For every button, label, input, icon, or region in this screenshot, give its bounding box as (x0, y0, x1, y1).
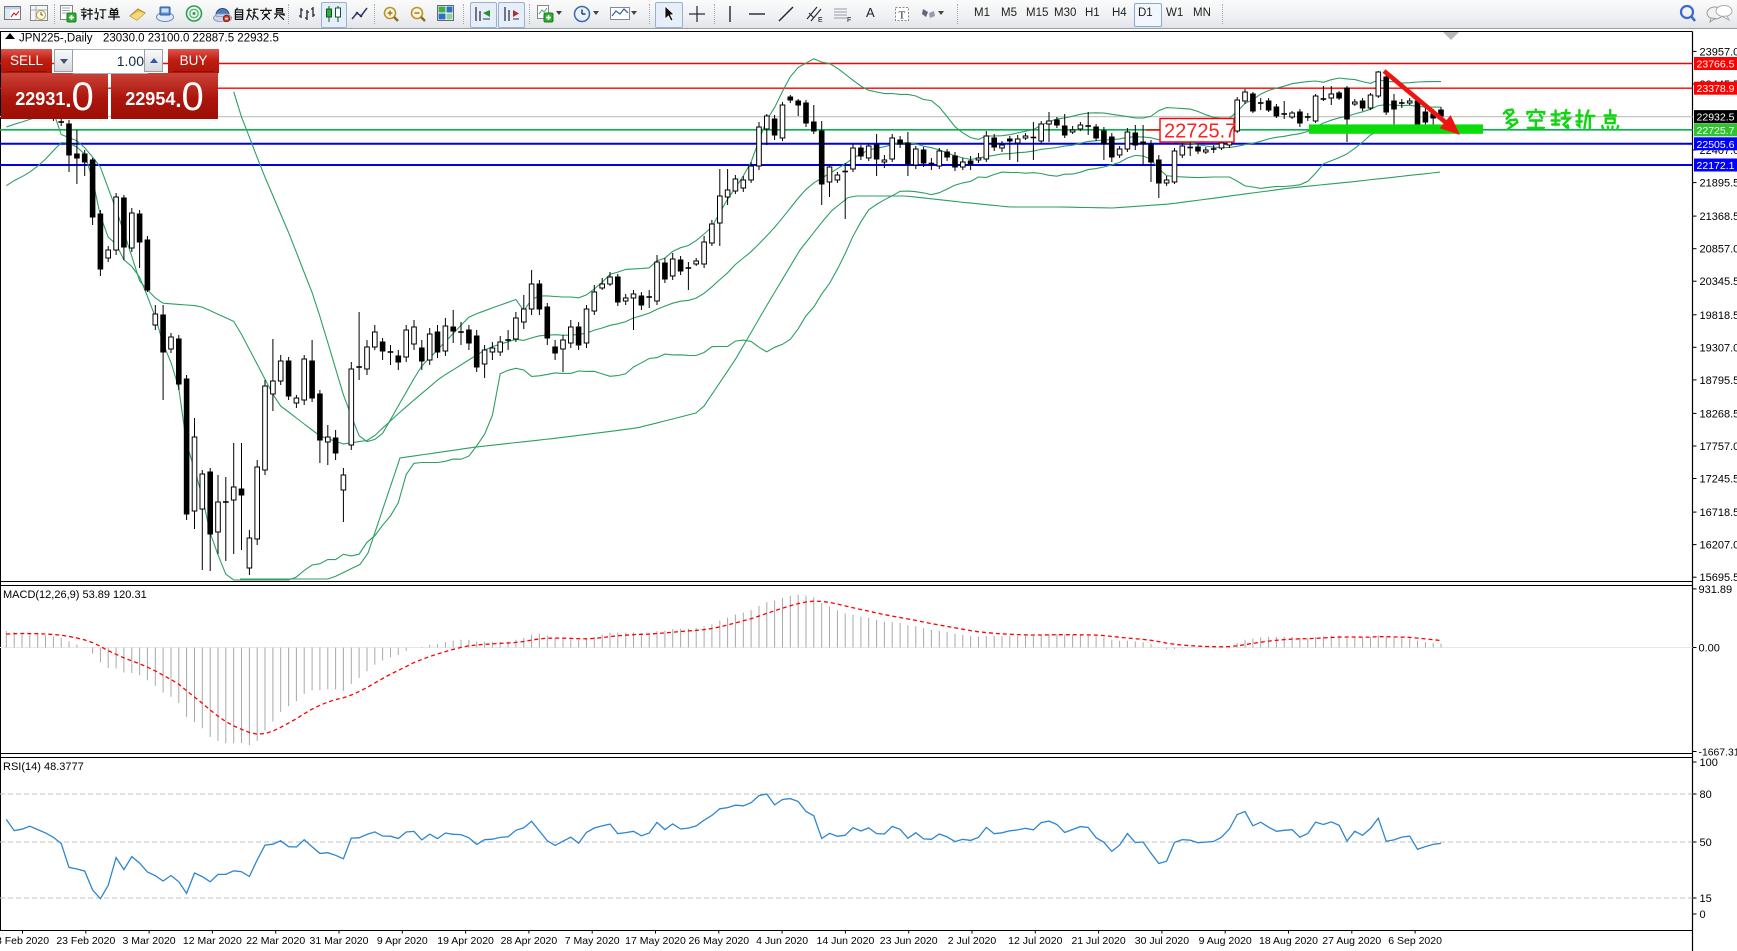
svg-text:17757.0: 17757.0 (1700, 441, 1737, 453)
svg-text:15: 15 (1700, 893, 1712, 905)
svg-text:20345.5: 20345.5 (1700, 276, 1737, 288)
svg-text:100: 100 (1700, 757, 1718, 769)
svg-text:E: E (818, 17, 823, 23)
svg-text:JPN225-,Daily: JPN225-,Daily (19, 33, 93, 45)
svg-text:16718.5: 16718.5 (1700, 507, 1737, 519)
svg-text:T: T (899, 10, 906, 22)
svg-text:14 Jun 2020: 14 Jun 2020 (816, 935, 874, 947)
svg-text:15695.5: 15695.5 (1700, 572, 1737, 584)
svg-text:30 Jul 2020: 30 Jul 2020 (1135, 935, 1189, 947)
svg-text:23 Jun 2020: 23 Jun 2020 (880, 935, 938, 947)
svg-text:23957.0: 23957.0 (1700, 46, 1737, 58)
svg-text:22725.7: 22725.7 (1164, 121, 1236, 143)
svg-text:12 Mar 2020: 12 Mar 2020 (183, 935, 242, 947)
svg-text:0: 0 (1700, 909, 1706, 921)
svg-text:26 May 2020: 26 May 2020 (688, 935, 749, 947)
svg-text:22172.1: 22172.1 (1697, 160, 1735, 172)
svg-text:22505.6: 22505.6 (1697, 139, 1735, 151)
svg-text:931.89: 931.89 (1699, 584, 1733, 596)
svg-text:3 Mar 2020: 3 Mar 2020 (123, 935, 176, 947)
svg-text:18 Aug 2020: 18 Aug 2020 (1259, 935, 1318, 947)
svg-text:12 Jul 2020: 12 Jul 2020 (1008, 935, 1062, 947)
svg-text:0.00: 0.00 (1699, 643, 1720, 655)
svg-text:RSI(14) 48.3777: RSI(14) 48.3777 (3, 761, 84, 773)
svg-text:27 Aug 2020: 27 Aug 2020 (1322, 935, 1381, 947)
svg-text:6 Sep 2020: 6 Sep 2020 (1388, 935, 1442, 947)
svg-text:20857.0: 20857.0 (1700, 244, 1737, 256)
svg-text:19307.0: 19307.0 (1700, 342, 1737, 354)
svg-text:19818.5: 19818.5 (1700, 310, 1737, 322)
svg-text:80: 80 (1700, 789, 1712, 801)
svg-text:50: 50 (1700, 837, 1712, 849)
svg-text:22725.7: 22725.7 (1697, 125, 1735, 137)
svg-text:18795.5: 18795.5 (1700, 375, 1737, 387)
svg-text:17245.5: 17245.5 (1700, 474, 1737, 486)
svg-text:16207.0: 16207.0 (1700, 540, 1737, 552)
svg-text:4 Jun 2020: 4 Jun 2020 (756, 935, 808, 947)
svg-text:28 Apr 2020: 28 Apr 2020 (501, 935, 558, 947)
svg-text:19 Apr 2020: 19 Apr 2020 (437, 935, 494, 947)
svg-text:23 Feb 2020: 23 Feb 2020 (56, 935, 115, 947)
svg-text:23766.5: 23766.5 (1697, 59, 1735, 71)
svg-text:-1667.31: -1667.31 (1699, 748, 1737, 759)
svg-text:MACD(12,26,9) 53.89 120.31: MACD(12,26,9) 53.89 120.31 (3, 589, 147, 601)
svg-text:21 Jul 2020: 21 Jul 2020 (1071, 935, 1125, 947)
svg-text:F: F (847, 17, 851, 23)
svg-text:9 Aug 2020: 9 Aug 2020 (1199, 935, 1252, 947)
svg-text:22932.5: 22932.5 (1697, 112, 1735, 124)
svg-text:3 Feb 2020: 3 Feb 2020 (0, 935, 49, 947)
svg-text:21368.5: 21368.5 (1700, 211, 1737, 223)
svg-text:9 Apr 2020: 9 Apr 2020 (377, 935, 428, 947)
svg-text:2 Jul 2020: 2 Jul 2020 (948, 935, 997, 947)
svg-text:23378.9: 23378.9 (1697, 83, 1735, 95)
svg-text:18268.5: 18268.5 (1700, 408, 1737, 420)
svg-text:22 Mar 2020: 22 Mar 2020 (246, 935, 305, 947)
svg-text:31 Mar 2020: 31 Mar 2020 (310, 935, 369, 947)
svg-text:23030.0 23100.0 22887.5 22932.: 23030.0 23100.0 22887.5 22932.5 (103, 33, 279, 45)
svg-text:7 May 2020: 7 May 2020 (565, 935, 620, 947)
svg-text:17 May 2020: 17 May 2020 (625, 935, 686, 947)
svg-text:21895.5: 21895.5 (1700, 178, 1737, 190)
